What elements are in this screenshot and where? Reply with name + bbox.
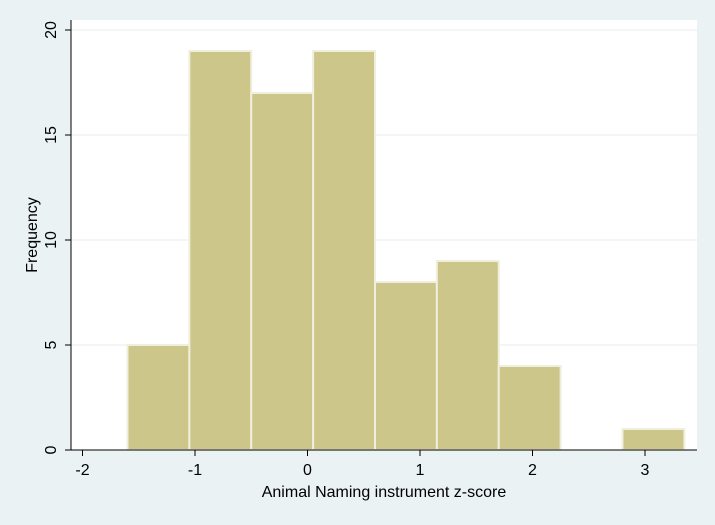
x-tick-label-5: 3 [641, 462, 650, 479]
y-tick-label-4: 20 [43, 21, 60, 39]
histogram-bar-2 [250, 92, 315, 451]
histogram-bar-4 [374, 281, 438, 451]
histogram-bar-5 [435, 260, 500, 451]
histogram-bar-0 [126, 344, 191, 451]
x-tick-label-2: 0 [303, 462, 312, 479]
histogram-bar-1 [188, 50, 253, 451]
y-tick-label-3: 15 [43, 126, 60, 144]
y-tick-label-0: 0 [43, 445, 60, 454]
histogram-bar-6 [497, 365, 562, 451]
histogram-bar-3 [312, 50, 376, 451]
y-tick-label-2: 10 [43, 231, 60, 249]
x-axis-title: Animal Naming instrument z-score [262, 484, 507, 501]
x-tick-label-4: 2 [528, 462, 537, 479]
y-tick-label-1: 5 [43, 340, 60, 349]
x-tick-label-3: 1 [416, 462, 425, 479]
y-axis-title: Frequency [24, 197, 41, 273]
axes: 0 5 10 15 20 -2 -1 0 1 2 3 [43, 20, 697, 479]
x-tick-label-0: -2 [75, 462, 89, 479]
histogram-bars [126, 50, 686, 451]
histogram-bar-8 [621, 428, 686, 451]
x-tick-label-1: -1 [188, 462, 202, 479]
